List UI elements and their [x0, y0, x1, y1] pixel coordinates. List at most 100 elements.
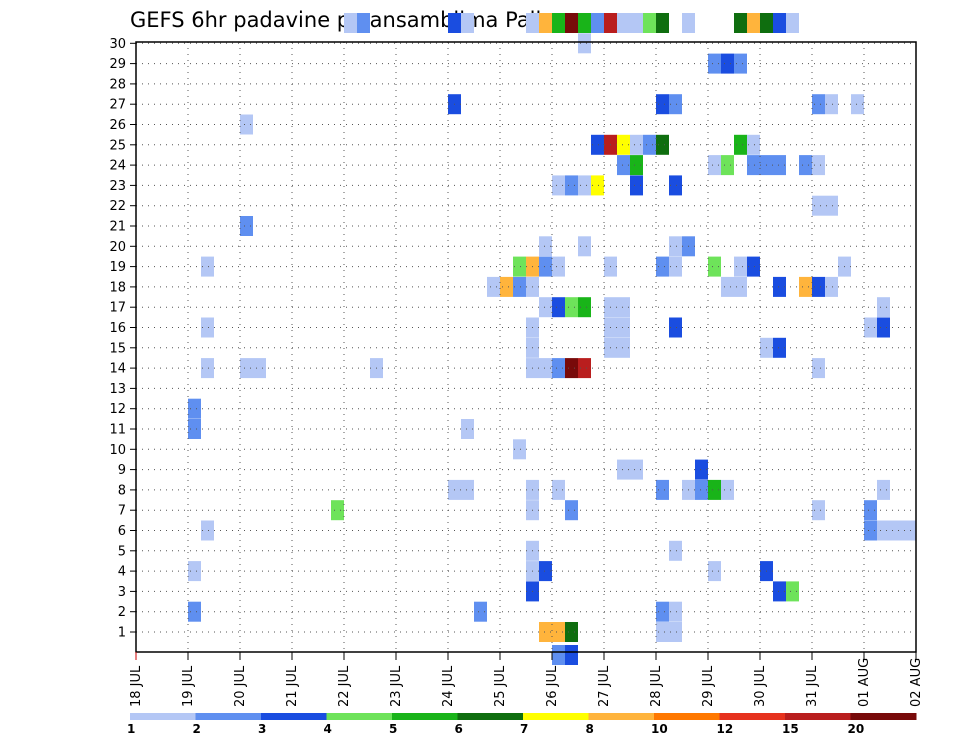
color-legend: 1 2 3 4 5 6 7 8 10 12 15 20: [127, 713, 917, 736]
legend-label: 12: [717, 722, 734, 736]
x-tick-label: 27 JUL: [597, 665, 612, 707]
y-tick-label: 6: [118, 524, 126, 539]
heatmap-cell: [565, 13, 578, 33]
heatmap-cell: [344, 13, 357, 33]
legend-label: 15: [782, 722, 799, 736]
x-tick-label: 31 JUL: [805, 665, 820, 707]
heatmap-cell: [669, 256, 682, 277]
heatmap-cell: [253, 358, 266, 379]
y-tick-label: 12: [109, 402, 126, 417]
legend-swatch: [457, 713, 524, 720]
heatmap-cell: [864, 317, 877, 338]
heatmap-cell: [474, 601, 487, 622]
heatmap-cell: [630, 155, 643, 176]
heatmap-cell: [461, 479, 474, 500]
heatmap-cell: [786, 581, 799, 602]
heatmap-cell: [708, 479, 721, 500]
heatmap-cell: [903, 520, 916, 541]
heatmap-cell: [747, 134, 760, 155]
heatmap-cell: [812, 276, 825, 297]
heatmap-cell: [539, 13, 552, 33]
heatmap-cell: [630, 175, 643, 196]
heatmap-cell: [669, 236, 682, 257]
legend-label: 8: [586, 722, 594, 736]
x-tick-label: 18 JUL: [129, 665, 144, 707]
heatmap-cell: [734, 134, 747, 155]
x-tick-label: 28 JUL: [649, 665, 664, 707]
y-tick-label: 1: [118, 626, 126, 641]
y-tick-label: 25: [109, 138, 126, 153]
heatmap-cell: [695, 459, 708, 480]
heatmap-cell: [747, 155, 760, 176]
heatmap-cell: [656, 622, 669, 642]
grid-lines: [136, 42, 916, 652]
heatmap-cell: [578, 13, 591, 33]
y-tick-label: 26: [109, 118, 126, 133]
y-tick-label: 7: [118, 504, 126, 519]
heatmap-cell: [721, 479, 734, 500]
heatmap-cell: [617, 13, 630, 33]
heatmap-cell: [552, 622, 565, 642]
heatmap-cell: [539, 622, 552, 642]
heatmap-cell: [812, 358, 825, 379]
heatmap-cell: [565, 622, 578, 642]
x-tick-label: 19 JUL: [181, 665, 196, 707]
heatmap-cell: [357, 13, 370, 33]
y-tick-label: 15: [109, 341, 126, 356]
heatmap-cell: [669, 601, 682, 622]
heatmap-cell: [773, 155, 786, 176]
heatmap-cell: [669, 317, 682, 338]
heatmap-cell: [812, 94, 825, 115]
heatmap-cell: [890, 520, 903, 541]
legend-label: 3: [258, 722, 266, 736]
heatmap-cell: [708, 53, 721, 74]
heatmap-cell: [539, 358, 552, 379]
heatmap-cell: [734, 276, 747, 297]
x-tick-label: 22 JUL: [337, 665, 352, 707]
heatmap-cell: [578, 175, 591, 196]
y-tick-label: 19: [109, 260, 126, 275]
heatmap-cell: [565, 175, 578, 196]
y-tick-label: 9: [118, 463, 126, 478]
heatmap-cell: [708, 256, 721, 277]
heatmap-cell: [487, 276, 500, 297]
y-tick-label: 27: [109, 98, 126, 113]
plot-frame: [135, 41, 917, 653]
legend-swatch: [326, 713, 393, 720]
heatmap-cell: [539, 561, 552, 582]
heatmap-cell: [656, 13, 669, 33]
y-tick-label: 4: [118, 565, 126, 580]
heatmap-cell: [669, 94, 682, 115]
heatmap-cell: [591, 134, 604, 155]
heatmap-cells: [188, 13, 916, 665]
heatmap-cell: [799, 155, 812, 176]
heatmap-cell: [669, 622, 682, 642]
heatmap-cell: [656, 256, 669, 277]
heatmap-cell: [617, 459, 630, 480]
heatmap-cell: [461, 419, 474, 439]
heatmap-cell: [617, 134, 630, 155]
heatmap-cell: [721, 155, 734, 176]
y-tick-label: 18: [109, 280, 126, 295]
x-tick-label: 23 JUL: [389, 665, 404, 707]
heatmap-cell: [851, 94, 864, 115]
heatmap-cell: [812, 500, 825, 521]
heatmap-cell: [877, 297, 890, 318]
heatmap-cell: [526, 13, 539, 33]
x-tick-label: 02 AUG: [909, 658, 924, 707]
y-tick-label: 24: [109, 159, 126, 174]
y-tick-label: 14: [109, 362, 126, 377]
heatmap-cell: [552, 645, 565, 665]
heatmap-cell: [188, 601, 201, 622]
heatmap-cell: [565, 297, 578, 318]
heatmap-cell: [513, 276, 526, 297]
heatmap-cell: [669, 540, 682, 561]
legend-label: 5: [389, 722, 397, 736]
heatmap-cell: [513, 439, 526, 460]
heatmap-cell: [591, 13, 604, 33]
heatmap-cell: [708, 155, 721, 176]
heatmap-cell: [604, 13, 617, 33]
heatmap-cell: [201, 520, 214, 541]
heatmap-cell: [201, 317, 214, 338]
